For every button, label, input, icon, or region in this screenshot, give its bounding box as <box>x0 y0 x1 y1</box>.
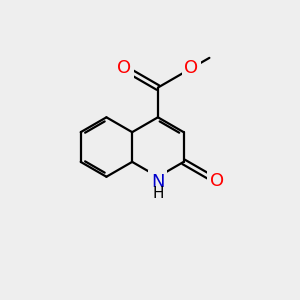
Text: O: O <box>209 172 224 190</box>
Text: O: O <box>117 59 131 77</box>
Text: H: H <box>152 186 164 201</box>
Text: O: O <box>184 59 198 77</box>
Text: N: N <box>151 173 165 191</box>
